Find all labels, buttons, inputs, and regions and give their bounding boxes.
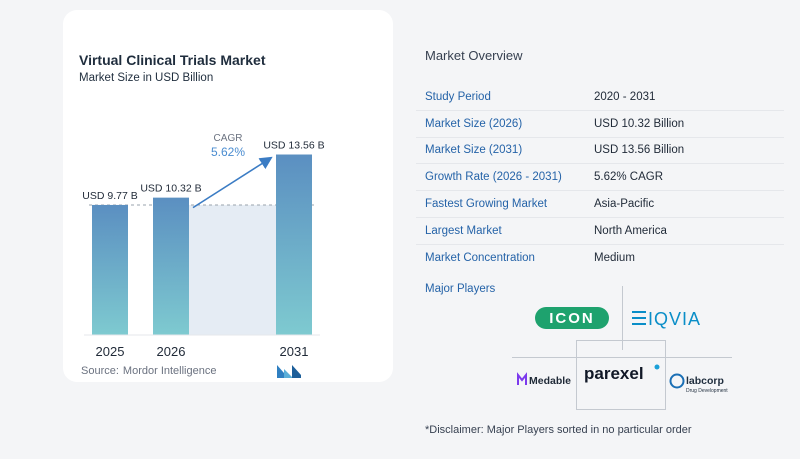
data-label-2026: USD 10.32 B (140, 183, 201, 195)
overview-row-market-size-2031: Market Size (2031) USD 13.56 Billion (416, 138, 784, 165)
iqvia-logo: IQVIA (632, 309, 701, 329)
logo-divider-vertical-top (622, 286, 623, 350)
logo-divider-parexel-right (665, 340, 666, 410)
overview-row-fastest-growing: Fastest Growing Market Asia-Pacific (416, 191, 784, 218)
overview-label: Market Size (2026) (425, 117, 523, 130)
x-tick-2026: 2026 (157, 344, 186, 359)
source-name: Mordor Intelligence (122, 365, 217, 377)
logo-divider-parexel-top (576, 340, 666, 341)
cagr-arrow-icon (192, 156, 273, 209)
overview-label: Study Period (425, 90, 491, 103)
labcorp-tagline: Drug Development (686, 388, 728, 394)
overview-label: Fastest Growing Market (425, 198, 548, 211)
icon-logo: ICON (535, 307, 609, 329)
market-overview-title: Market Overview (425, 48, 523, 63)
parexel-dot-icon (654, 364, 660, 370)
medable-logo-text: Medable (529, 375, 571, 387)
medable-logo: Medable (517, 372, 571, 387)
overview-value: USD 13.56 Billion (594, 144, 685, 157)
source-label: Source: (81, 365, 119, 377)
logo-divider-parexel-bottom (576, 409, 666, 410)
data-label-2031: USD 13.56 B (263, 140, 324, 152)
overview-row-study-period: Study Period 2020 - 2031 (416, 84, 784, 111)
bar-2026 (153, 197, 189, 335)
iqvia-logo-text: IQVIA (648, 309, 701, 329)
overview-row-market-concentration: Market Concentration Medium (416, 245, 784, 272)
bar-2025 (92, 204, 128, 335)
overview-value: USD 10.32 Billion (594, 117, 685, 130)
icon-logo-text: ICON (549, 310, 595, 327)
x-tick-2031: 2031 (280, 344, 309, 359)
labcorp-ring-icon (669, 373, 685, 389)
disclaimer: *Disclaimer: Major Players sorted in no … (425, 424, 692, 436)
major-players-title: Major Players (425, 283, 496, 295)
medable-m-icon (517, 372, 527, 385)
overview-value: Asia-Pacific (594, 198, 655, 211)
parexel-logo-text: parexel (584, 364, 644, 383)
labcorp-logo: labcorp Drug Development (669, 373, 728, 394)
growth-shade (189, 204, 276, 335)
overview-label: Growth Rate (2026 - 2031) (425, 171, 562, 184)
chart-card: USD 9.77 B 2025 USD 10.32 B 2026 USD 13.56 B… (63, 10, 393, 382)
overview-value: Medium (594, 252, 635, 265)
overview-row-largest-market: Largest Market North America (416, 218, 784, 245)
cagr-value: 5.62% (211, 145, 245, 159)
bar-2031 (276, 154, 312, 335)
logo-divider-horizontal (512, 357, 732, 358)
overview-label: Market Concentration (425, 252, 535, 265)
bar-chart: USD 9.77 B 2025 USD 10.32 B 2026 USD 13.56 B… (82, 133, 324, 359)
cagr-label: CAGR (214, 133, 243, 144)
overview-value: North America (594, 224, 667, 237)
overview-label: Largest Market (425, 224, 502, 237)
mordor-intelligence-logo-icon (277, 365, 301, 378)
parexel-logo: parexel (584, 364, 660, 383)
data-label-2025: USD 9.77 B (82, 190, 137, 202)
source-line: Source: Mordor Intelligence (81, 365, 216, 377)
x-tick-2025: 2025 (96, 344, 125, 359)
chart-subtitle: Market Size in USD Billion (79, 72, 214, 84)
overview-row-market-size-2026: Market Size (2026) USD 10.32 Billion (416, 111, 784, 138)
logo-divider-parexel-left (576, 340, 577, 410)
chart-title: Virtual Clinical Trials Market (79, 52, 266, 68)
overview-row-growth-rate: Growth Rate (2026 - 2031) 5.62% CAGR (416, 164, 784, 192)
labcorp-logo-text: labcorp (686, 375, 724, 387)
overview-value: 5.62% CAGR (594, 171, 664, 184)
market-overview-table: Study Period 2020 - 2031 Market Size (20… (416, 84, 784, 272)
overview-value: 2020 - 2031 (594, 90, 656, 103)
overview-label: Market Size (2031) (425, 144, 523, 157)
